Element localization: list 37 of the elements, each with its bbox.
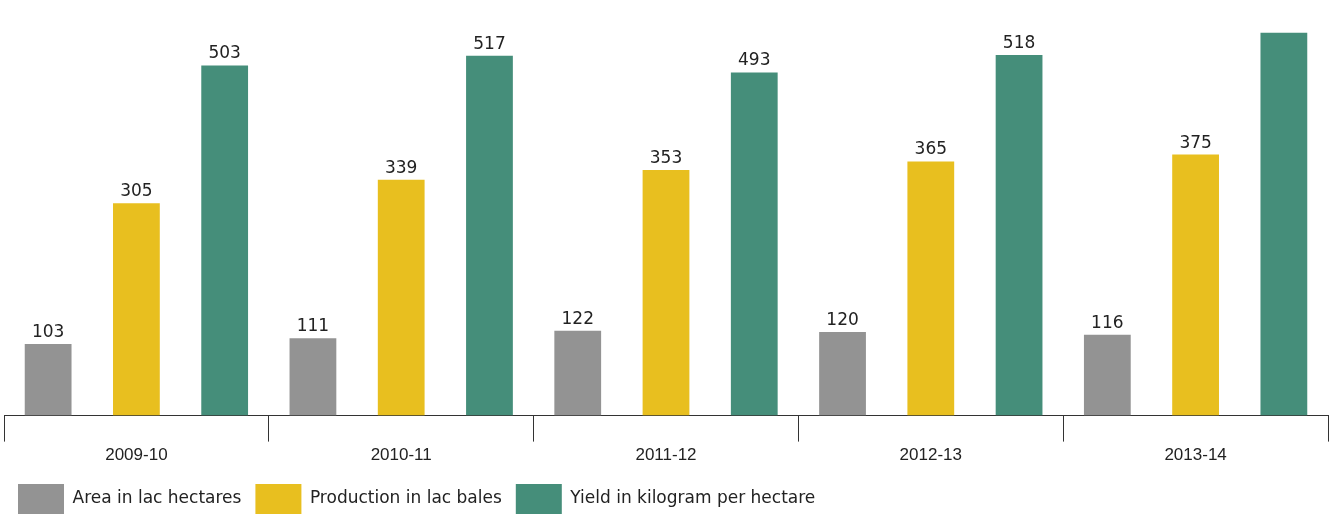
data-label: 493 <box>738 49 771 70</box>
bar <box>819 332 866 416</box>
x-tick-label: 2009-10 <box>105 445 168 465</box>
data-label: 353 <box>649 146 683 167</box>
bar <box>201 65 249 416</box>
bar <box>377 179 425 416</box>
bar <box>1172 154 1219 416</box>
bar <box>642 169 690 416</box>
legend-label: Area in lac hectares <box>72 487 242 508</box>
data-label: 365 <box>914 138 948 159</box>
data-label: 103 <box>31 320 65 341</box>
bar <box>907 161 955 416</box>
bar <box>113 203 160 416</box>
x-tick-label: 2013-14 <box>1164 445 1227 465</box>
data-label: 111 <box>296 315 330 336</box>
data-label: 517 <box>473 32 506 53</box>
data-label: 375 <box>1179 131 1212 152</box>
legend-label: Production in lac bales <box>309 487 502 508</box>
bar <box>1083 334 1131 416</box>
bar <box>1260 32 1308 416</box>
x-tick-label: 2011-12 <box>635 445 697 465</box>
x-tick-label: 2010-11 <box>370 445 432 465</box>
bar <box>995 55 1043 416</box>
bar <box>24 343 72 416</box>
data-label: 305 <box>120 180 153 201</box>
data-label: 503 <box>208 42 241 63</box>
bar <box>289 338 337 416</box>
legend-label: Yield in kilogram per hectare <box>569 487 816 508</box>
bar <box>730 72 778 416</box>
data-label: 339 <box>384 156 418 177</box>
data-label: 120 <box>826 309 859 329</box>
data-label: 518 <box>1002 31 1036 52</box>
data-label: 122 <box>561 307 594 328</box>
x-tick-label: 2012-13 <box>899 445 962 465</box>
bar <box>466 55 513 416</box>
bar <box>554 330 602 416</box>
data-label: 116 <box>1091 311 1124 332</box>
